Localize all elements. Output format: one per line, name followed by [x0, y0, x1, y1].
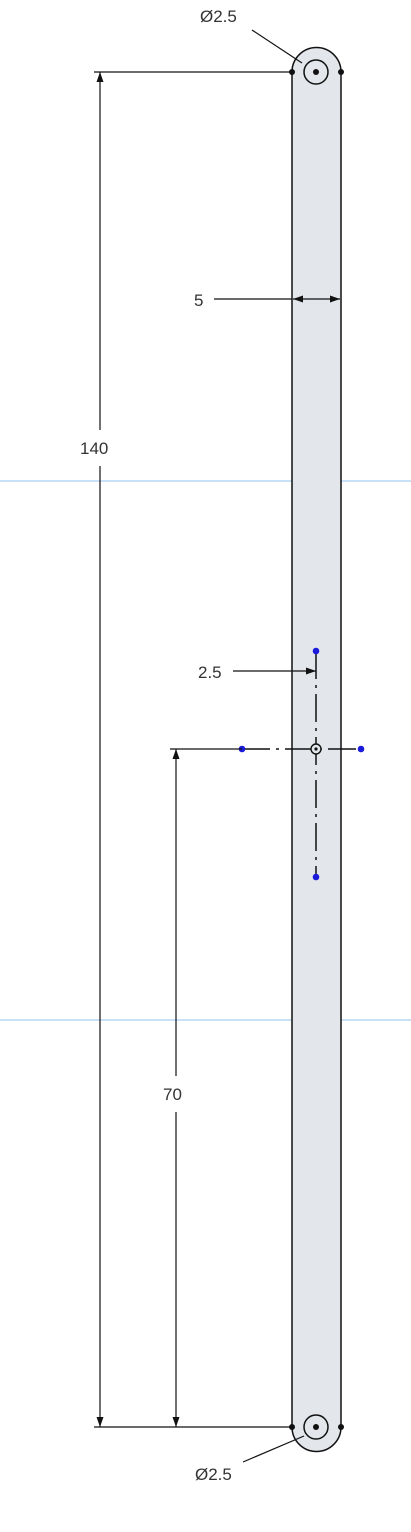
bottom-diameter-leader[interactable]	[242, 1435, 305, 1463]
bottom-hole-outer-circle[interactable]	[303, 1414, 329, 1440]
bottom-diameter-label[interactable]: Ø2.5	[195, 1465, 232, 1484]
bottom-right-vertex[interactable]	[338, 1424, 344, 1430]
center-point-dot	[314, 747, 318, 751]
height-dimension-label[interactable]: 70	[163, 1085, 182, 1104]
top-hole-outer-circle[interactable]	[303, 59, 329, 85]
top-diameter-leader[interactable]	[251, 29, 303, 64]
top-hole-center-point[interactable]	[313, 69, 319, 75]
axis-endpoint-right[interactable]	[357, 745, 365, 753]
top-right-vertex[interactable]	[338, 69, 344, 75]
width-dimension-label[interactable]: 5	[194, 291, 203, 310]
top-diameter-label[interactable]: Ø2.5	[200, 7, 237, 26]
offset-dimension-label[interactable]: 2.5	[198, 663, 222, 682]
length-dimension-label[interactable]: 140	[80, 439, 108, 458]
bottom-hole-center-point[interactable]	[313, 1424, 319, 1430]
axis-endpoint-bottom[interactable]	[312, 873, 320, 881]
axis-endpoint-top[interactable]	[312, 647, 320, 655]
